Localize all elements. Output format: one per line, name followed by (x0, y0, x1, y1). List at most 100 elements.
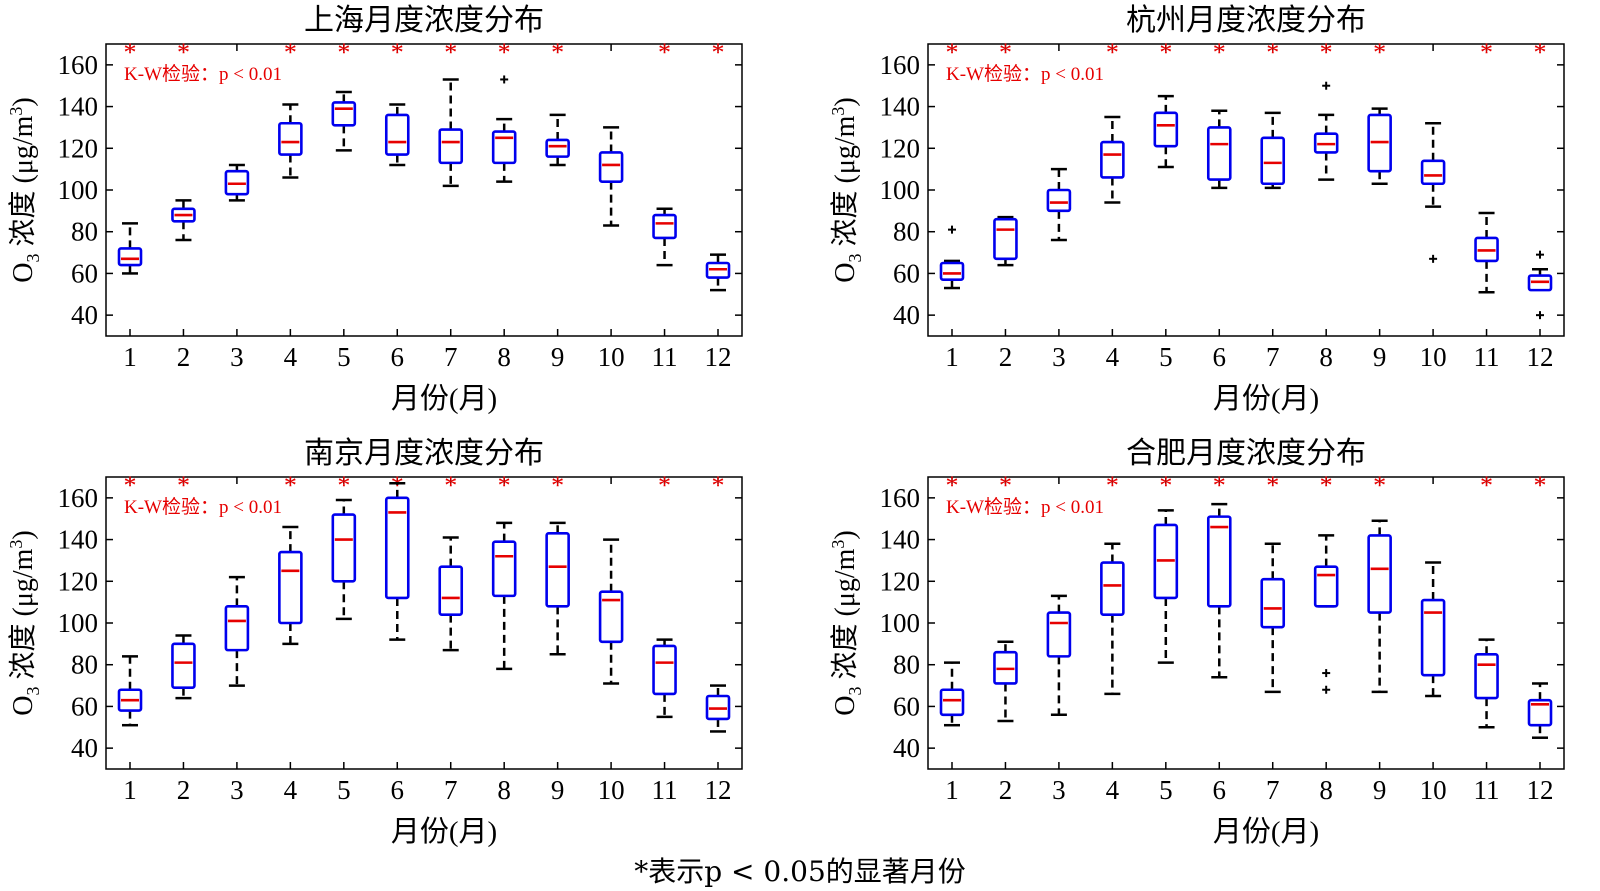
iqr-box (171, 642, 196, 689)
x-tick-label: 11 (652, 775, 678, 805)
x-tick-label: 10 (1420, 342, 1447, 372)
x-tick-label: 1 (945, 775, 959, 805)
significance-star: * (658, 38, 671, 67)
box-month-11 (1474, 211, 1499, 294)
box-month-9 (1367, 519, 1392, 694)
y-axis-label: O3 浓度 (μg/m3) (6, 530, 43, 715)
plot-frame (927, 476, 1565, 770)
y-tick-label: 100 (58, 608, 99, 638)
box-month-8 (1313, 534, 1339, 694)
y-tick-label: 40 (893, 733, 920, 763)
box-month-10 (1420, 561, 1446, 698)
x-tick-label: 4 (284, 775, 298, 805)
test-label: K-W检验：p < 0.01 (946, 63, 1104, 85)
significance-star: * (284, 38, 297, 67)
significance-star: * (1159, 38, 1172, 67)
significance-star: * (1106, 471, 1119, 500)
x-tick-label: 5 (337, 775, 351, 805)
y-tick-label: 160 (880, 483, 921, 513)
y-tick-label: 80 (893, 217, 920, 247)
x-tick-label: 6 (391, 775, 405, 805)
box-month-12 (705, 684, 731, 733)
significance-star: * (1159, 471, 1172, 500)
x-tick-label: 1 (123, 775, 137, 805)
y-tick-label: 140 (880, 525, 921, 555)
y-tick-label: 120 (880, 133, 921, 163)
significance-star: * (1320, 471, 1333, 500)
significance-star: * (444, 471, 457, 500)
box-month-3 (1046, 167, 1072, 242)
box-month-2 (993, 640, 1018, 723)
box-month-2 (993, 215, 1018, 267)
box-month-8 (491, 75, 517, 183)
box-month-7 (438, 536, 464, 652)
box-month-7 (438, 78, 464, 188)
box-month-10 (598, 538, 624, 685)
significance-star: * (391, 38, 404, 67)
chart-title: 合肥月度浓度分布 (1126, 437, 1366, 470)
iqr-box (652, 644, 677, 696)
x-tick-label: 6 (1213, 775, 1227, 805)
box-month-5 (1153, 94, 1179, 169)
test-label: K-W检验：p < 0.01 (946, 496, 1104, 518)
y-tick-label: 100 (880, 175, 921, 205)
y-tick-label: 80 (893, 650, 920, 680)
iqr-box (1046, 188, 1072, 213)
x-tick-label: 11 (1474, 775, 1500, 805)
plot-frame (105, 476, 743, 770)
y-axis-label: O3 浓度 (μg/m3) (828, 97, 865, 282)
y-tick-label: 60 (893, 691, 920, 721)
box-month-11 (652, 638, 677, 719)
iqr-box (1206, 126, 1232, 181)
x-tick-label: 12 (705, 342, 732, 372)
box-month-7 (1260, 542, 1286, 694)
iqr-box (598, 151, 624, 183)
box-month-1 (939, 661, 965, 727)
iqr-box (939, 261, 965, 281)
significance-star: * (391, 471, 404, 500)
box-month-6 (1206, 502, 1232, 679)
box-month-6 (384, 103, 410, 167)
box-month-9 (545, 521, 570, 656)
x-tick-label: 10 (1420, 775, 1447, 805)
box-month-12 (1527, 250, 1553, 320)
iqr-box (1206, 515, 1232, 608)
x-tick-label: 7 (1266, 775, 1280, 805)
box-month-12 (1527, 682, 1553, 739)
y-tick-label: 100 (58, 175, 99, 205)
box-month-4 (278, 525, 303, 646)
iqr-box (1153, 111, 1179, 148)
significance-star: * (284, 471, 297, 500)
x-tick-label: 3 (1052, 342, 1066, 372)
chart-title: 南京月度浓度分布 (304, 437, 544, 470)
y-tick-label: 120 (880, 566, 921, 596)
x-tick-label: 10 (598, 342, 625, 372)
significance-star: * (1480, 38, 1493, 67)
y-tick-label: 160 (58, 483, 99, 513)
box-month-9 (1367, 107, 1392, 185)
significance-star: * (337, 471, 350, 500)
x-tick-label: 8 (497, 775, 511, 805)
iqr-box (545, 138, 570, 158)
x-tick-label: 2 (999, 775, 1013, 805)
x-tick-label: 5 (1159, 775, 1173, 805)
iqr-box (278, 121, 303, 156)
x-tick-label: 5 (337, 342, 351, 372)
box-month-7 (1260, 111, 1286, 190)
box-month-8 (1313, 81, 1339, 181)
y-axis-label: O3 浓度 (μg/m3) (828, 530, 865, 715)
significance-star: * (1266, 471, 1279, 500)
iqr-box (331, 101, 357, 127)
box-month-11 (652, 207, 677, 267)
iqr-box (331, 513, 357, 583)
x-tick-label: 3 (230, 775, 244, 805)
iqr-box (1260, 136, 1286, 186)
significance-star: * (946, 38, 959, 67)
box-month-3 (1046, 594, 1072, 717)
x-tick-label: 9 (551, 775, 565, 805)
